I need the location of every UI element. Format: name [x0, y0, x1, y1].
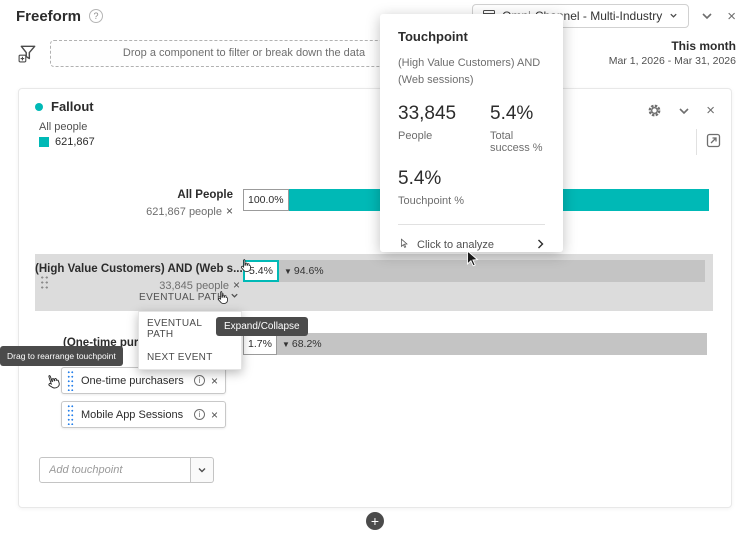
drop-zone-text: Drop a component to filter or break down…: [122, 47, 366, 59]
pointer-hand-cursor-icon: [215, 290, 230, 310]
touchpoint-people-count: 33,845 people: [159, 280, 229, 292]
remove-touchpoint-icon[interactable]: ×: [225, 204, 233, 218]
fallout-bar[interactable]: ▼ 94.6%: [278, 260, 705, 282]
info-icon[interactable]: i: [193, 375, 205, 386]
chip-label: One-time purchasers: [81, 374, 184, 387]
touchpoint-chip[interactable]: Mobile App Sessions i ×: [61, 401, 226, 428]
chip-drag-handle-icon[interactable]: [67, 370, 74, 391]
legend-value: 621,867: [55, 136, 95, 148]
viz-collapse-icon[interactable]: [676, 103, 692, 119]
click-cursor-icon: [398, 237, 410, 253]
fallout-bar-high-value: 5.4% ▼ 94.6%: [243, 260, 705, 282]
stat-value: 5.4%: [398, 168, 442, 189]
viz-color-dot-icon: [35, 102, 43, 111]
collapse-panel-icon[interactable]: [699, 8, 715, 24]
chip-label: Mobile App Sessions: [81, 408, 184, 421]
touchpoint-detail-popup: Touchpoint (High Value Customers) AND (W…: [380, 14, 563, 252]
viz-title-label[interactable]: Fallout: [51, 99, 94, 114]
divider: [398, 224, 545, 225]
fallout-arrow-icon: ▼: [281, 339, 290, 349]
legend-swatch-icon: [39, 137, 49, 147]
add-touchpoint-control: [39, 457, 214, 483]
divider: [696, 129, 697, 155]
drag-handle-icon[interactable]: [40, 275, 49, 290]
page-title: Freeform: [16, 7, 82, 25]
add-visualization-button[interactable]: +: [366, 512, 384, 530]
touchpoint-name[interactable]: All People: [177, 189, 233, 201]
fallout-percent: 68.2%: [291, 338, 322, 350]
chip-drag-handle-icon[interactable]: [67, 404, 74, 425]
filter-bar: Drop a component to filter or break down…: [16, 38, 736, 68]
date-range-label: This month: [671, 39, 736, 53]
stat-touchpoint-pct: 5.4% Touchpoint %: [398, 168, 545, 207]
popup-title: Touchpoint: [398, 29, 468, 44]
fallout-bar-one-time: 1.7% ▼ 68.2%: [243, 333, 707, 355]
panel-header: Freeform ? Omni-Channel - Multi-Industry…: [0, 0, 750, 32]
stat-label: Touchpoint %: [398, 195, 465, 207]
path-mode-label: EVENTUAL PATH: [139, 291, 225, 303]
fallout-visualization-card: Fallout × All people 621,867 All People …: [18, 88, 732, 508]
help-icon[interactable]: ?: [89, 9, 104, 23]
fallout-percent: 94.6%: [293, 265, 324, 277]
fallout-row-label-high-value: (High Value Customers) AND (Web s... 33,…: [35, 263, 243, 292]
viz-settings-gear-icon[interactable]: [645, 101, 664, 120]
pointer-hand-cursor-icon: [238, 258, 253, 278]
click-to-analyze-action[interactable]: Click to analyze: [398, 225, 545, 265]
fallout-arrow-icon: ▼: [283, 266, 292, 276]
grab-hand-cursor-icon: [42, 371, 65, 397]
popup-description: (High Value Customers) AND (Web sessions…: [398, 57, 541, 86]
menu-item-next-event[interactable]: NEXT EVENT: [139, 346, 241, 369]
legend-label: All people: [39, 121, 88, 133]
viz-title: Fallout: [35, 99, 94, 114]
remove-touchpoint-icon[interactable]: ×: [232, 278, 240, 292]
stat-value: 5.4%: [490, 103, 534, 124]
mouse-arrow-cursor-icon: [466, 250, 480, 273]
menu-item-label: EVENTUAL PATH: [147, 318, 202, 340]
add-touchpoint-dropdown-icon[interactable]: [191, 457, 214, 483]
stat-people: 33,845 People: [398, 103, 490, 154]
add-touchpoint-input[interactable]: [39, 457, 191, 483]
touchpoint-people-count: 621,867 people: [146, 206, 222, 218]
filter-funnel-icon[interactable]: [16, 41, 40, 65]
success-percent-box[interactable]: 100.0%: [243, 189, 289, 211]
close-panel-icon[interactable]: ×: [727, 7, 736, 25]
chevron-down-icon: [230, 291, 239, 303]
chevron-down-icon: [669, 9, 678, 23]
path-mode-selector[interactable]: EVENTUAL PATH: [139, 291, 239, 303]
date-range-picker[interactable]: This month Mar 1, 2026 - Mar 31, 2026: [609, 39, 736, 67]
stat-label: People: [398, 130, 433, 142]
viz-close-icon[interactable]: ×: [706, 102, 715, 119]
date-range-value: Mar 1, 2026 - Mar 31, 2026: [608, 55, 736, 67]
touchpoint-name[interactable]: (High Value Customers) AND (Web s...: [35, 263, 243, 275]
chevron-right-icon: [537, 239, 545, 252]
touchpoint-chip[interactable]: One-time purchasers i ×: [61, 367, 226, 394]
stat-value: 33,845: [398, 103, 457, 124]
info-icon[interactable]: i: [193, 409, 205, 420]
fallout-bar[interactable]: ▼ 68.2%: [276, 333, 707, 355]
analyze-label: Click to analyze: [417, 239, 495, 251]
drag-rearrange-tooltip: Drag to rearrange touchpoint: [0, 346, 123, 366]
legend-entry: 621,867: [39, 136, 95, 148]
filter-drop-zone[interactable]: Drop a component to filter or break down…: [50, 39, 438, 67]
fallout-row-high-value[interactable]: (High Value Customers) AND (Web s... 33,…: [35, 254, 713, 311]
data-source-icon[interactable]: [706, 133, 721, 148]
stat-label: Total success %: [490, 130, 543, 154]
menu-item-label: NEXT EVENT: [147, 352, 213, 363]
remove-chip-icon[interactable]: ×: [210, 407, 218, 422]
expand-collapse-tooltip: Expand/Collapse: [216, 317, 308, 336]
remove-chip-icon[interactable]: ×: [210, 373, 218, 388]
success-percent-box[interactable]: 1.7%: [243, 333, 277, 355]
fallout-row-label-all-people: All People 621,867 people ×: [19, 189, 233, 218]
stat-total-success: 5.4% Total success %: [490, 103, 545, 154]
